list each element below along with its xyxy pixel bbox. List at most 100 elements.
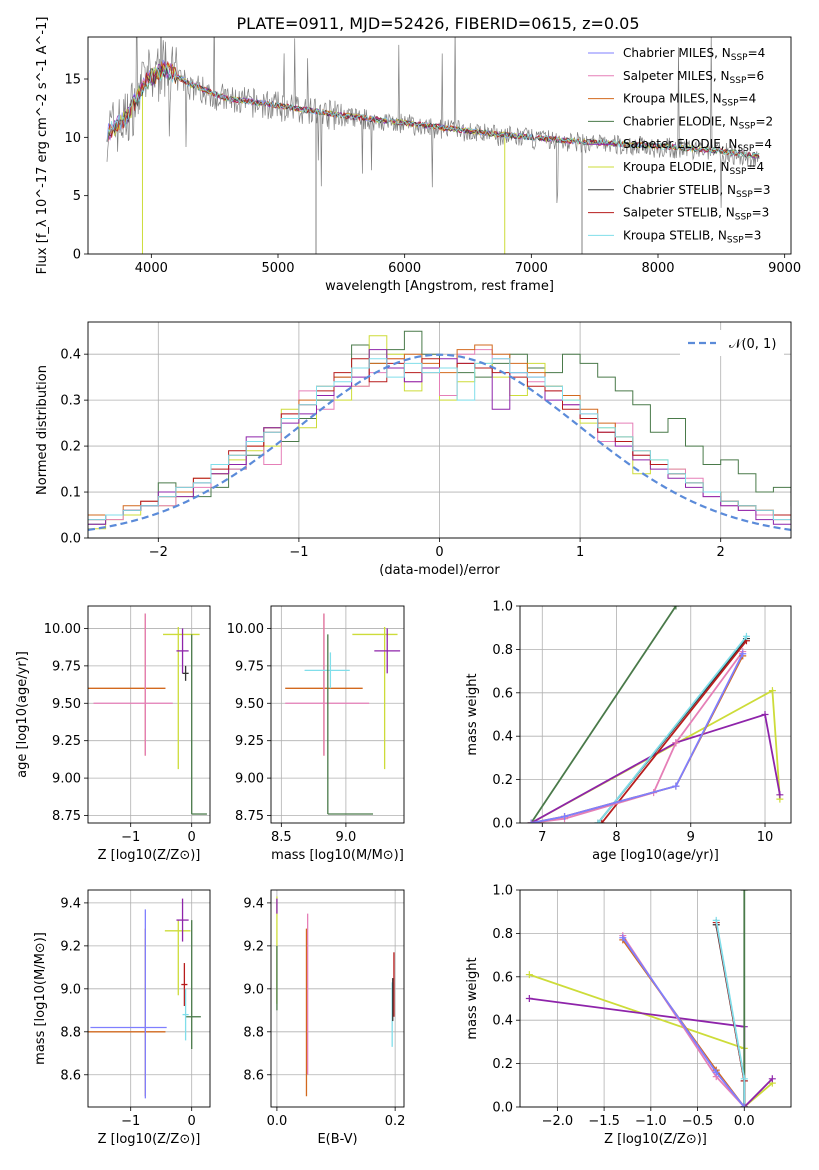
x-tick-label: 2 (717, 545, 725, 560)
x-tick-label: 8 (612, 830, 620, 845)
x-axis-label: Z [log10(Z/Z⊙)] (604, 1132, 707, 1147)
x-axis-label: Z [log10(Z/Z⊙)] (98, 848, 201, 863)
histogram-step (88, 330, 791, 525)
y-tick-label: 9.2 (60, 939, 81, 954)
y-tick-label: 9.0 (243, 982, 264, 997)
y-axis-label: mass [log10(M/M⊙)] (33, 932, 48, 1065)
weight-point (768, 687, 776, 695)
y-tick-label: 1.0 (492, 600, 513, 615)
y-tick-label: 8.6 (60, 1068, 81, 1083)
weight-point (672, 606, 680, 610)
y-tick-label: 9.0 (60, 982, 81, 997)
legend-label-main: Chabrier ELODIE, N (623, 114, 739, 128)
y-tick-label: 9.75 (235, 659, 264, 674)
y-tick-label: 1.0 (492, 884, 513, 899)
weight-point (776, 791, 784, 799)
legend-label: Kroupa ELODIE, NSSP=4 (623, 160, 764, 177)
x-tick-label: 0.2 (385, 1114, 406, 1129)
plot-area (525, 890, 776, 1107)
x-tick-label: −2.0 (542, 1114, 574, 1129)
x-tick-label: 0 (435, 545, 443, 560)
weight-point (527, 819, 535, 823)
y-tick-label: 0.0 (492, 817, 513, 832)
axes-frame (519, 889, 792, 1108)
x-tick-label: 4000 (135, 261, 168, 276)
x-tick-label: 8.5 (271, 830, 292, 845)
legend-label-count: =4 (739, 92, 757, 106)
chart-mass-vs-Z: −1 0 8.6 8.8 9.0 9.2 9.4 Z [log10(Z/Z⊙)] mass [l… (33, 889, 211, 1147)
legend-box (680, 330, 784, 356)
histogram-step (88, 344, 791, 521)
x-axis-label: age [log10(age/yr)] (592, 848, 719, 863)
weight-line (597, 635, 748, 823)
x-tick-label: −1 (121, 830, 140, 845)
y-tick-label: 9.4 (60, 896, 81, 911)
y-tick-label: 9.25 (235, 734, 264, 749)
plot-area (88, 898, 201, 1099)
y-tick-label: 0.4 (492, 1014, 513, 1029)
weight-point (561, 812, 569, 820)
y-tick-label: 0 (73, 248, 81, 263)
axes-frame (519, 605, 792, 824)
plot-area (88, 330, 791, 531)
axes-frame (87, 321, 792, 539)
weight-line (715, 924, 746, 1107)
legend-label-main: Kroupa STELIB, N (623, 228, 727, 242)
weight-line (600, 640, 748, 823)
weight-point (740, 890, 748, 894)
x-tick-label: 7 (538, 830, 546, 845)
model-line-kroupa-stelib (106, 64, 760, 159)
x-axis-label: Z [log10(Z/Z⊙)] (98, 1132, 201, 1147)
y-tick-label: 9.50 (52, 697, 81, 712)
y-tick-label: 0.4 (60, 348, 81, 363)
y-tick-label: 0.6 (492, 686, 513, 701)
legend-label-sub: SSP (722, 99, 739, 109)
x-tick-label: 9.0 (336, 830, 357, 845)
normal-curve (88, 353, 791, 531)
axes-frame (87, 36, 792, 255)
y-axis-label: Flux [f_λ 10^-17 erg cm^-2 s^-1 A^-1] (35, 17, 50, 275)
weight-point (672, 739, 680, 747)
y-axis-label: mass weight (465, 673, 480, 755)
weight-point (594, 819, 602, 823)
y-tick-label: 0.8 (492, 643, 513, 658)
weight-point (739, 650, 747, 658)
weight-line (530, 606, 677, 823)
y-tick-label: 0.4 (492, 730, 513, 745)
y-tick-label: 0.3 (60, 394, 81, 409)
legend-label-sub: SSP (730, 167, 747, 177)
legend-label-count: =6 (746, 69, 764, 83)
plot-area (276, 896, 395, 1097)
weight-point (761, 711, 769, 718)
x-tick-label: 0.0 (267, 1114, 288, 1129)
legend-label-count: =3 (752, 206, 770, 220)
y-tick-label: 9.00 (235, 772, 264, 787)
legend-label-count: =3 (744, 228, 762, 242)
legend-label: Chabrier ELODIE, NSSP=2 (623, 114, 773, 131)
legend-label: Kroupa STELIB, NSSP=3 (623, 228, 761, 245)
x-tick-label: −2 (149, 545, 168, 560)
y-tick-label: 0.1 (60, 486, 81, 501)
legend-label: Salpeter STELIB, NSSP=3 (623, 206, 769, 223)
histogram-step (88, 358, 791, 525)
x-axis-label: (data-model)/error (379, 563, 500, 578)
legend-label-main: Chabrier STELIB, N (623, 183, 736, 197)
x-tick-label: −0.5 (682, 1114, 714, 1129)
legend-label-main: Kroupa MILES, N (623, 92, 722, 106)
y-tick-label: 9.75 (52, 659, 81, 674)
x-axis-label: E(B-V) (317, 1132, 357, 1147)
y-tick-label: 9.25 (52, 734, 81, 749)
x-tick-label: 9 (687, 830, 695, 845)
data-spectrum-line (106, 37, 760, 208)
y-tick-label: 9.50 (235, 697, 264, 712)
legend-label-count: =2 (755, 114, 773, 128)
plot-area (88, 613, 207, 815)
legend-label-sub: SSP (736, 190, 753, 200)
figure-title: PLATE=0911, MJD=52426, FIBERID=0615, z=0… (236, 14, 639, 33)
weight-point (742, 632, 750, 640)
legend-label-sub: SSP (735, 213, 752, 223)
y-tick-label: 8.75 (235, 809, 264, 824)
x-tick-label: 10 (757, 830, 774, 845)
y-tick-label: 9.00 (52, 772, 81, 787)
weight-line (715, 922, 746, 1107)
